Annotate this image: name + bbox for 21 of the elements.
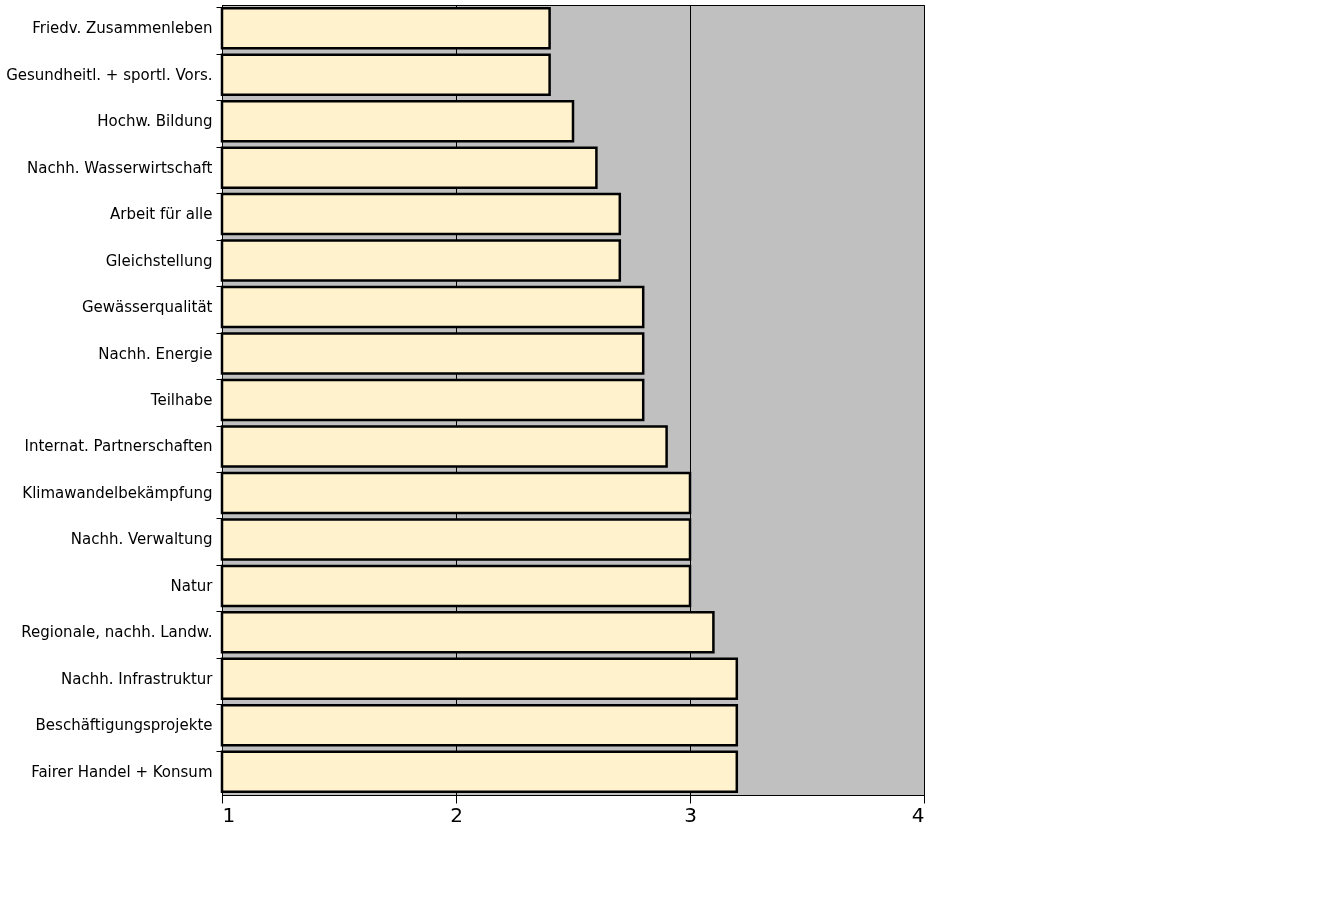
y-tick-label: Gleichstellung bbox=[105, 251, 213, 270]
x-tick-label: 4 bbox=[911, 802, 925, 827]
y-tick-label: Beschäftigungsprojekte bbox=[35, 716, 213, 735]
y-tick-label: Klimawandelbekämpfung bbox=[22, 483, 213, 502]
y-tick-label: Hochw. Bildung bbox=[97, 112, 213, 131]
x-tick-label: 2 bbox=[450, 802, 463, 827]
y-tick-label: Regionale, nachh. Landw. bbox=[21, 623, 213, 642]
x-tick-label: 3 bbox=[684, 802, 697, 827]
y-tick-label: Friedv. Zusammenleben bbox=[32, 19, 213, 38]
x-tick-label: 1 bbox=[222, 802, 236, 827]
y-tick-label: Nachh. Energie bbox=[98, 344, 213, 363]
y-tick-label: Internat. Partnerschaften bbox=[24, 437, 213, 456]
y-tick-label: Teilhabe bbox=[149, 391, 213, 409]
y-tick-label: Gesundheitl. + sportl. Vors. bbox=[6, 65, 213, 84]
y-tick-label: Arbeit für alle bbox=[110, 205, 213, 224]
y-tick-label: Natur bbox=[170, 576, 214, 595]
y-tick-label: Nachh. Verwaltung bbox=[70, 530, 213, 549]
y-tick-label: Gewässerqualität bbox=[81, 298, 213, 317]
y-tick-label: Fairer Handel + Konsum bbox=[31, 762, 213, 781]
y-tick-label: Nachh. Infrastruktur bbox=[61, 669, 214, 688]
y-tick-label: Nachh. Wasserwirtschaft bbox=[27, 158, 213, 177]
